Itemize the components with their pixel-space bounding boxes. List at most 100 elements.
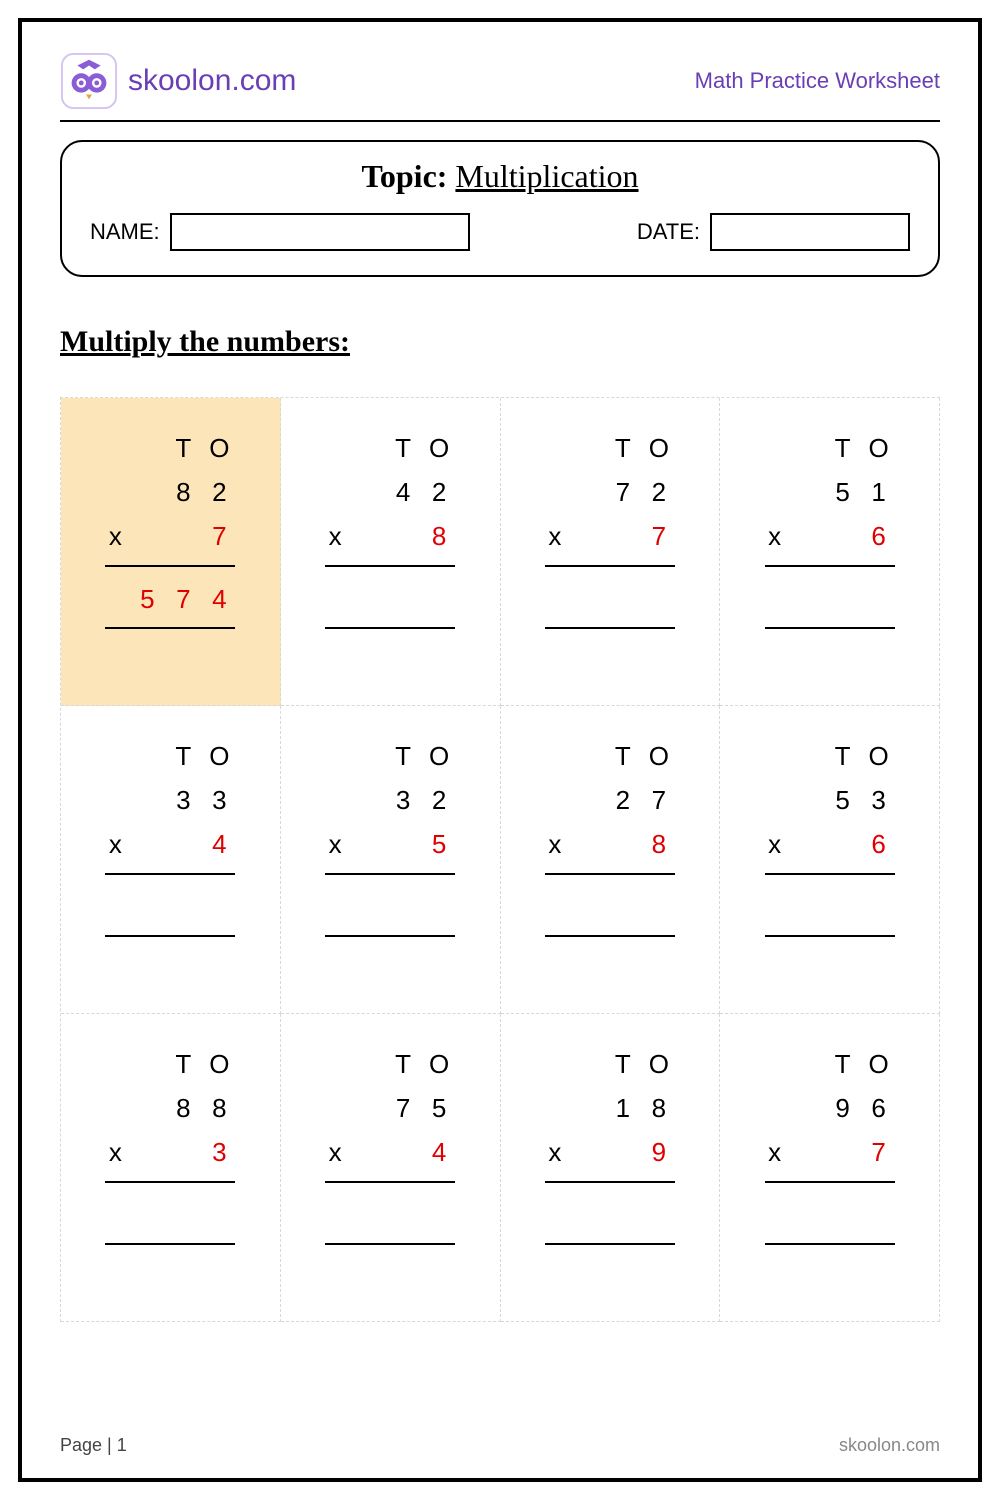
rule-line [545,1243,675,1245]
operator: x [542,822,570,866]
tens-digit: 2 [606,778,642,822]
col-t: T [166,734,202,778]
logo-block: skoolon.com [60,52,296,110]
ones-digit: 6 [862,1086,898,1130]
answer-row[interactable] [540,1193,680,1237]
col-o: O [642,1042,678,1086]
col-t: T [386,1042,422,1086]
operator: x [102,514,130,558]
rule-line [545,1181,675,1183]
operator: x [102,1130,130,1174]
answer-row[interactable] [100,885,240,929]
col-t: T [826,734,862,778]
date-input-box[interactable] [710,213,910,251]
worksheet-page: skoolon.com Math Practice Worksheet Topi… [18,18,982,1482]
tens-digit: 1 [606,1086,642,1130]
brand-name: skoolon.com [128,64,296,98]
problems-grid: TO82x7574TO42x8 TO72x7 TO51x6 TO33x4 TO3… [60,397,940,1322]
multiplier: 5 [422,822,458,866]
fields-row: NAME: DATE: [86,213,914,251]
ones-digit: 3 [862,778,898,822]
header-divider [60,120,940,122]
tens-digit: 3 [166,778,202,822]
col-t: T [826,1042,862,1086]
multiplier: 4 [202,822,238,866]
col-o: O [202,734,238,778]
rule-line [765,873,895,875]
problem-cell: TO96x7 [720,1014,940,1322]
answer-row[interactable] [100,1193,240,1237]
problem-cell: TO42x8 [281,398,501,706]
col-o: O [862,1042,898,1086]
col-t: T [386,734,422,778]
tens-digit: 3 [386,778,422,822]
multiplier: 8 [422,514,458,558]
owl-logo-icon [60,52,118,110]
topic-box: Topic: Multiplication NAME: DATE: [60,140,940,277]
ans-o: 4 [202,577,238,621]
name-input-box[interactable] [170,213,470,251]
answer-row[interactable] [320,885,460,929]
name-label: NAME: [90,219,160,245]
col-t: T [166,1042,202,1086]
tens-digit: 7 [606,470,642,514]
tens-digit: 8 [166,1086,202,1130]
answer-row[interactable] [760,1193,900,1237]
instruction-heading: Multiply the numbers: [60,325,940,359]
tens-digit: 5 [826,470,862,514]
ones-digit: 1 [862,470,898,514]
topic-title: Topic: Multiplication [86,158,914,195]
col-t: T [386,426,422,470]
multiplication-problem: TO27x8 [540,734,680,937]
multiplier: 6 [862,822,898,866]
rule-line [545,627,675,629]
operator: x [102,822,130,866]
multiplication-problem: TO33x4 [100,734,240,937]
multiplication-problem: TO82x7574 [100,426,240,629]
tens-digit: 7 [386,1086,422,1130]
tens-digit: 9 [826,1086,862,1130]
problem-cell: TO33x4 [61,706,281,1014]
ones-digit: 8 [642,1086,678,1130]
answer-row[interactable] [320,1193,460,1237]
operator: x [762,514,790,558]
ones-digit: 5 [422,1086,458,1130]
col-o: O [862,426,898,470]
operator: x [542,1130,570,1174]
col-o: O [642,734,678,778]
multiplier: 3 [202,1130,238,1174]
footer-site: skoolon.com [839,1435,940,1456]
rule-line [765,935,895,937]
rule-line [105,565,235,567]
operator: x [322,1130,350,1174]
col-o: O [422,426,458,470]
topic-value: Multiplication [455,158,638,194]
ones-digit: 3 [202,778,238,822]
col-t: T [826,426,862,470]
ones-digit: 2 [642,470,678,514]
answer-row[interactable] [540,577,680,621]
date-field: DATE: [637,213,910,251]
problem-cell: TO32x5 [281,706,501,1014]
ones-digit: 8 [202,1086,238,1130]
rule-line [325,627,455,629]
topic-label: Topic: [361,158,447,194]
multiplier: 6 [862,514,898,558]
rule-line [105,1181,235,1183]
answer-row[interactable] [760,885,900,929]
answer-row[interactable] [760,577,900,621]
multiplication-problem: TO96x7 [760,1042,900,1245]
col-t: T [606,1042,642,1086]
ones-digit: 7 [642,778,678,822]
answer-row[interactable] [540,885,680,929]
ones-digit: 2 [202,470,238,514]
answer-row: 574 [100,577,240,621]
answer-row[interactable] [320,577,460,621]
multiplication-problem: TO72x7 [540,426,680,629]
operator: x [762,822,790,866]
rule-line [325,1181,455,1183]
multiplier: 7 [642,514,678,558]
multiplication-problem: TO75x4 [320,1042,460,1245]
col-o: O [202,1042,238,1086]
problem-cell: TO72x7 [501,398,721,706]
